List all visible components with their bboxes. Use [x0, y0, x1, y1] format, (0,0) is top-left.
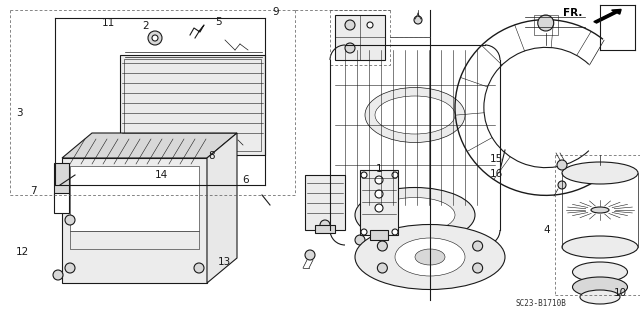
- Circle shape: [378, 241, 387, 251]
- Ellipse shape: [355, 225, 505, 290]
- Polygon shape: [62, 133, 237, 158]
- Ellipse shape: [365, 87, 465, 143]
- Text: 16: 16: [490, 169, 502, 179]
- Bar: [54, 193, 69, 213]
- Ellipse shape: [562, 236, 638, 258]
- Circle shape: [361, 172, 367, 178]
- Bar: [305, 175, 345, 230]
- Circle shape: [375, 204, 383, 212]
- Circle shape: [375, 176, 383, 184]
- Circle shape: [361, 229, 367, 235]
- Circle shape: [65, 263, 75, 273]
- Circle shape: [320, 220, 330, 230]
- Bar: [370, 230, 388, 240]
- Circle shape: [378, 263, 387, 273]
- Circle shape: [152, 35, 158, 41]
- Ellipse shape: [375, 197, 455, 233]
- Circle shape: [367, 22, 373, 28]
- Text: 15: 15: [490, 154, 502, 164]
- Bar: [124, 59, 261, 151]
- Bar: [120, 55, 265, 155]
- Bar: [360, 170, 398, 235]
- Circle shape: [345, 20, 355, 30]
- Text: SC23-B1710B: SC23-B1710B: [515, 299, 566, 308]
- Text: 10: 10: [614, 288, 627, 298]
- Text: 3: 3: [16, 108, 22, 118]
- Ellipse shape: [580, 290, 620, 304]
- Text: 13: 13: [218, 256, 230, 267]
- Circle shape: [414, 16, 422, 24]
- Circle shape: [558, 181, 566, 189]
- Ellipse shape: [591, 207, 609, 213]
- Ellipse shape: [562, 162, 638, 184]
- Text: 5: 5: [216, 17, 222, 27]
- Bar: [315, 225, 335, 233]
- Text: 7: 7: [30, 186, 36, 197]
- Circle shape: [538, 15, 554, 31]
- Circle shape: [435, 235, 445, 245]
- Circle shape: [305, 250, 315, 260]
- Text: 2: 2: [143, 21, 149, 31]
- FancyArrow shape: [594, 10, 621, 23]
- Text: 14: 14: [156, 170, 168, 180]
- Circle shape: [53, 270, 63, 280]
- Bar: [534, 15, 557, 35]
- Ellipse shape: [375, 96, 455, 134]
- Text: 8: 8: [208, 151, 214, 161]
- Ellipse shape: [573, 277, 627, 297]
- Ellipse shape: [395, 238, 465, 276]
- Circle shape: [345, 43, 355, 53]
- Circle shape: [392, 229, 398, 235]
- Circle shape: [392, 172, 398, 178]
- Ellipse shape: [415, 249, 445, 265]
- Ellipse shape: [355, 188, 475, 242]
- Bar: [54, 163, 69, 198]
- Circle shape: [148, 31, 162, 45]
- Bar: [70, 231, 199, 249]
- Circle shape: [465, 235, 475, 245]
- Bar: [335, 15, 385, 60]
- Text: 9: 9: [272, 7, 278, 17]
- Text: 4: 4: [544, 225, 550, 235]
- Text: 12: 12: [16, 247, 29, 257]
- Text: FR.: FR.: [563, 8, 582, 19]
- Circle shape: [375, 190, 383, 198]
- Circle shape: [355, 235, 365, 245]
- Polygon shape: [207, 133, 237, 283]
- Circle shape: [472, 241, 483, 251]
- Circle shape: [395, 235, 405, 245]
- Ellipse shape: [573, 262, 627, 282]
- Polygon shape: [62, 158, 207, 283]
- Text: 6: 6: [242, 175, 248, 185]
- Circle shape: [194, 263, 204, 273]
- Bar: [70, 166, 199, 231]
- Circle shape: [65, 215, 75, 225]
- Circle shape: [472, 263, 483, 273]
- Text: 11: 11: [102, 18, 115, 28]
- Circle shape: [557, 160, 567, 170]
- Text: 1: 1: [376, 164, 382, 174]
